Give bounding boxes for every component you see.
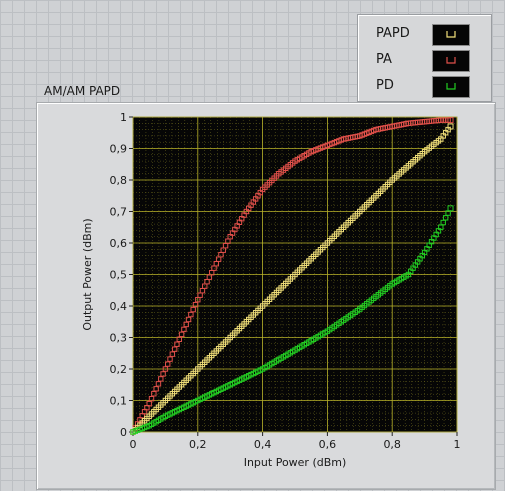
data-point xyxy=(174,341,180,347)
data-point xyxy=(185,316,192,323)
legend-swatch-pa-icon xyxy=(432,50,470,72)
data-point xyxy=(183,321,189,328)
legend-swatch-papd-icon xyxy=(432,24,470,46)
legend-item-papd[interactable]: PAPD xyxy=(358,22,491,48)
data-point xyxy=(160,371,166,377)
pa-swatch-marker xyxy=(446,57,456,64)
data-point xyxy=(169,351,176,357)
y-tick-label: 0,4 xyxy=(110,300,128,313)
y-tick-label: 0,7 xyxy=(110,206,128,219)
data-point xyxy=(447,117,454,124)
data-series xyxy=(130,117,454,435)
legend-label-pa: PA xyxy=(376,52,392,67)
y-tick-label: 1 xyxy=(120,111,127,124)
data-point xyxy=(148,396,155,402)
data-point xyxy=(447,123,454,130)
data-point xyxy=(188,311,194,318)
series-pd xyxy=(130,205,454,435)
y-tick-label: 0,9 xyxy=(110,143,128,156)
grid-lines xyxy=(132,116,458,433)
pd-swatch-marker xyxy=(446,83,456,90)
x-tick-label: 0 xyxy=(130,438,137,451)
data-point xyxy=(167,356,173,362)
data-point xyxy=(178,331,185,338)
data-point xyxy=(155,381,162,387)
data-point xyxy=(171,346,178,352)
y-tick-label: 0,2 xyxy=(110,363,128,376)
x-axis-label: Input Power (dBm) xyxy=(244,456,347,469)
legend-label-pd: PD xyxy=(376,78,394,93)
x-tick-label: 0,6 xyxy=(319,438,337,451)
legend-item-pd[interactable]: PD xyxy=(358,74,491,100)
data-point xyxy=(447,205,454,212)
data-point xyxy=(151,391,157,397)
data-point xyxy=(165,361,171,367)
legend-item-pa[interactable]: PA xyxy=(358,48,491,74)
axes: 0 0,2 0,4 0,6 0,8 1 0 0,1 0,2 0,3 0,4 0,5 0,6 0,7 0,8 0… xyxy=(110,111,461,451)
y-tick-label: 0,3 xyxy=(110,332,128,345)
plot-legend: PAPD PA PD xyxy=(357,14,492,102)
chart-svg[interactable]: 0 0,2 0,4 0,6 0,8 1 0 0,1 0,2 0,3 0,4 0,5 0,6 0,7 0,8 0… xyxy=(37,103,495,489)
x-tick-label: 0,2 xyxy=(189,438,207,451)
chart-title: AM/AM PAPD xyxy=(44,84,121,98)
y-tick-label: 0,6 xyxy=(110,237,128,250)
data-point xyxy=(162,366,169,372)
papd-swatch-marker xyxy=(446,31,456,38)
legend-label-papd: PAPD xyxy=(376,26,410,41)
series-pa xyxy=(130,117,454,435)
y-tick-label: 0 xyxy=(120,426,127,439)
data-point xyxy=(158,376,164,382)
xy-graph-panel: 0 0,2 0,4 0,6 0,8 1 0 0,1 0,2 0,3 0,4 0,5 0,6 0,7 0,8 0… xyxy=(36,102,496,490)
y-tick-label: 0,5 xyxy=(110,269,128,282)
y-axis-label: Output Power (dBm) xyxy=(81,218,94,330)
y-tick-label: 0,1 xyxy=(110,395,128,408)
data-point xyxy=(190,306,196,313)
data-point xyxy=(181,326,187,333)
data-point xyxy=(153,386,159,392)
data-point xyxy=(146,400,152,407)
x-tick-label: 1 xyxy=(454,438,461,451)
x-tick-label: 0,8 xyxy=(383,438,401,451)
x-tick-label: 0,4 xyxy=(254,438,272,451)
series-papd xyxy=(130,123,454,435)
y-tick-label: 0,8 xyxy=(110,174,128,187)
data-point xyxy=(192,301,199,308)
data-point xyxy=(176,336,182,343)
legend-swatch-pd-icon xyxy=(432,76,470,98)
